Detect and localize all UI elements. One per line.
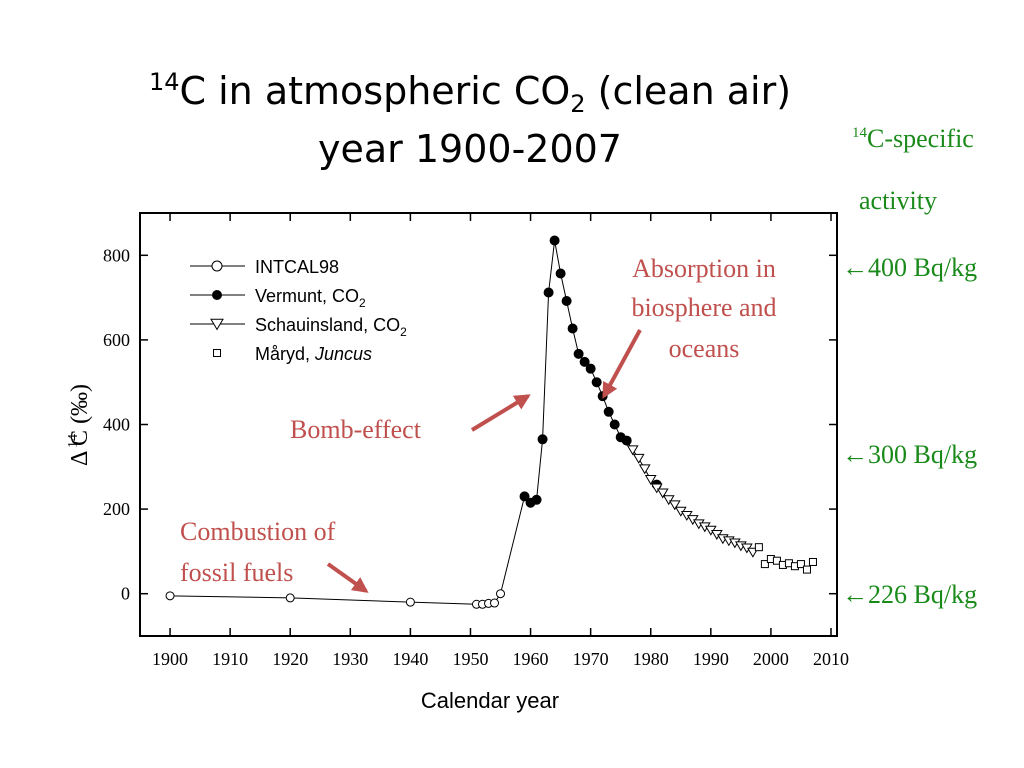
annotation-combustion: Combustion of fossil fuels [180,517,369,593]
vermunt-point [567,323,578,334]
x-tick-label: 1970 [573,649,609,669]
x-tick-label: 1920 [272,649,308,669]
x-tick-label: 1930 [332,649,368,669]
annotation-absorption-line-3: oceans [669,334,740,363]
title-text-a: C in atmospheric CO [179,69,571,113]
intcal98-point [285,593,295,603]
legend-label: Vermunt, CO2 [255,286,366,310]
y-tick-label: 400 [103,415,130,435]
annotation-bomb-text: Bomb-effect [290,415,422,444]
absorption-arrow [602,329,642,399]
schauinsland-point [662,495,675,506]
title-superscript: 14 [148,68,180,96]
legend-marker [213,349,221,357]
maryd-point [808,557,817,566]
x-tick-label: 1980 [633,649,669,669]
chart-title: 14C in atmospheric CO2 (clean air) year … [0,62,940,178]
vermunt-point [519,491,530,502]
maryd-point [802,565,811,574]
x-tick-label: 2010 [813,649,849,669]
x-tick-label: 1940 [392,649,428,669]
title-line-2: year 1900-2007 [318,127,622,171]
schauinsland-point [668,500,681,511]
vermunt-point [537,434,548,445]
vermunt-point [579,356,590,367]
maryd-point [772,556,781,565]
y-axis-label-group: Δ C (‰) 14 [66,384,93,466]
vermunt-point [549,235,560,246]
annotation-absorption: Absorption in biosphere and oceans [602,254,777,399]
vermunt-point [543,287,554,298]
vermunt-point [585,363,596,374]
vermunt-point [603,406,614,417]
annotation-bomb-effect: Bomb-effect [290,394,531,444]
vermunt-point [555,268,566,279]
vermunt-point [609,419,620,430]
annotation-combustion-line-2: fossil fuels [180,558,293,587]
x-axis-label: Calendar year [421,688,559,713]
combustion-arrow [326,562,369,593]
annotation-absorption-line-2: biosphere and [631,293,776,322]
vermunt-point [561,295,572,306]
vermunt-point [621,435,632,446]
x-tick-label: 2000 [753,649,789,669]
maryd-point [796,560,805,569]
bomb-arrow [470,394,531,432]
y-tick-label: 200 [103,499,130,519]
legend-label: INTCAL98 [255,257,339,277]
legend-marker [211,260,223,272]
x-tick-label: 1990 [693,649,729,669]
x-tick-label: 1900 [152,649,188,669]
intcal98-point [496,589,506,599]
schauinsland-point [638,464,651,475]
schauinsland-point [656,488,669,499]
legend-marker [210,318,224,331]
title-line-1: 14C in atmospheric CO2 (clean air) [0,62,940,120]
y-axis-label: Δ C (‰) [67,384,93,466]
x-tick-label: 1910 [212,649,248,669]
side-heading-line-2: activity [859,186,937,215]
x-tick-label: 1960 [513,649,549,669]
side-heading-text: C-specific [867,124,974,153]
vermunt-point [573,348,584,359]
intcal98-point [165,591,175,601]
legend-marker [212,290,222,300]
title-text-b: (clean air) [585,69,792,113]
x-tick-label: 1950 [452,649,488,669]
side-heading-line-1: 14C-specific [852,124,974,154]
annotation-absorption-line-1: Absorption in [632,254,776,283]
activity-marker-300: ←300 Bq/kg [842,440,978,469]
annotation-combustion-line-1: Combustion of [180,517,336,546]
schauinsland-point [650,483,663,494]
vermunt-point [591,377,602,388]
y-axis-label-superscript: 14 [66,434,81,448]
legend: INTCAL98 Vermunt, CO2 Schauinsland, CO2 Mår… [190,257,407,364]
y-tick-label: 600 [103,330,130,350]
activity-marker-400: ←400 Bq/kg [842,253,978,282]
maryd-point [754,543,763,552]
y-tick-label: 800 [103,245,130,265]
side-heading-superscript: 14 [852,125,867,141]
intcal98-point [490,598,500,608]
schauinsland-point [626,445,639,456]
legend-label: Måryd, Juncus [255,344,372,364]
vermunt-point [531,494,542,505]
schauinsland-point [632,453,645,464]
maryd-point [760,560,769,569]
legend-label: Schauinsland, CO2 [255,315,407,339]
activity-marker-226: ←226 Bq/kg [842,580,978,609]
intcal98-point [405,597,415,607]
title-subscript: 2 [570,90,586,118]
schauinsland-point [644,474,657,485]
y-tick-label: 0 [121,584,130,604]
